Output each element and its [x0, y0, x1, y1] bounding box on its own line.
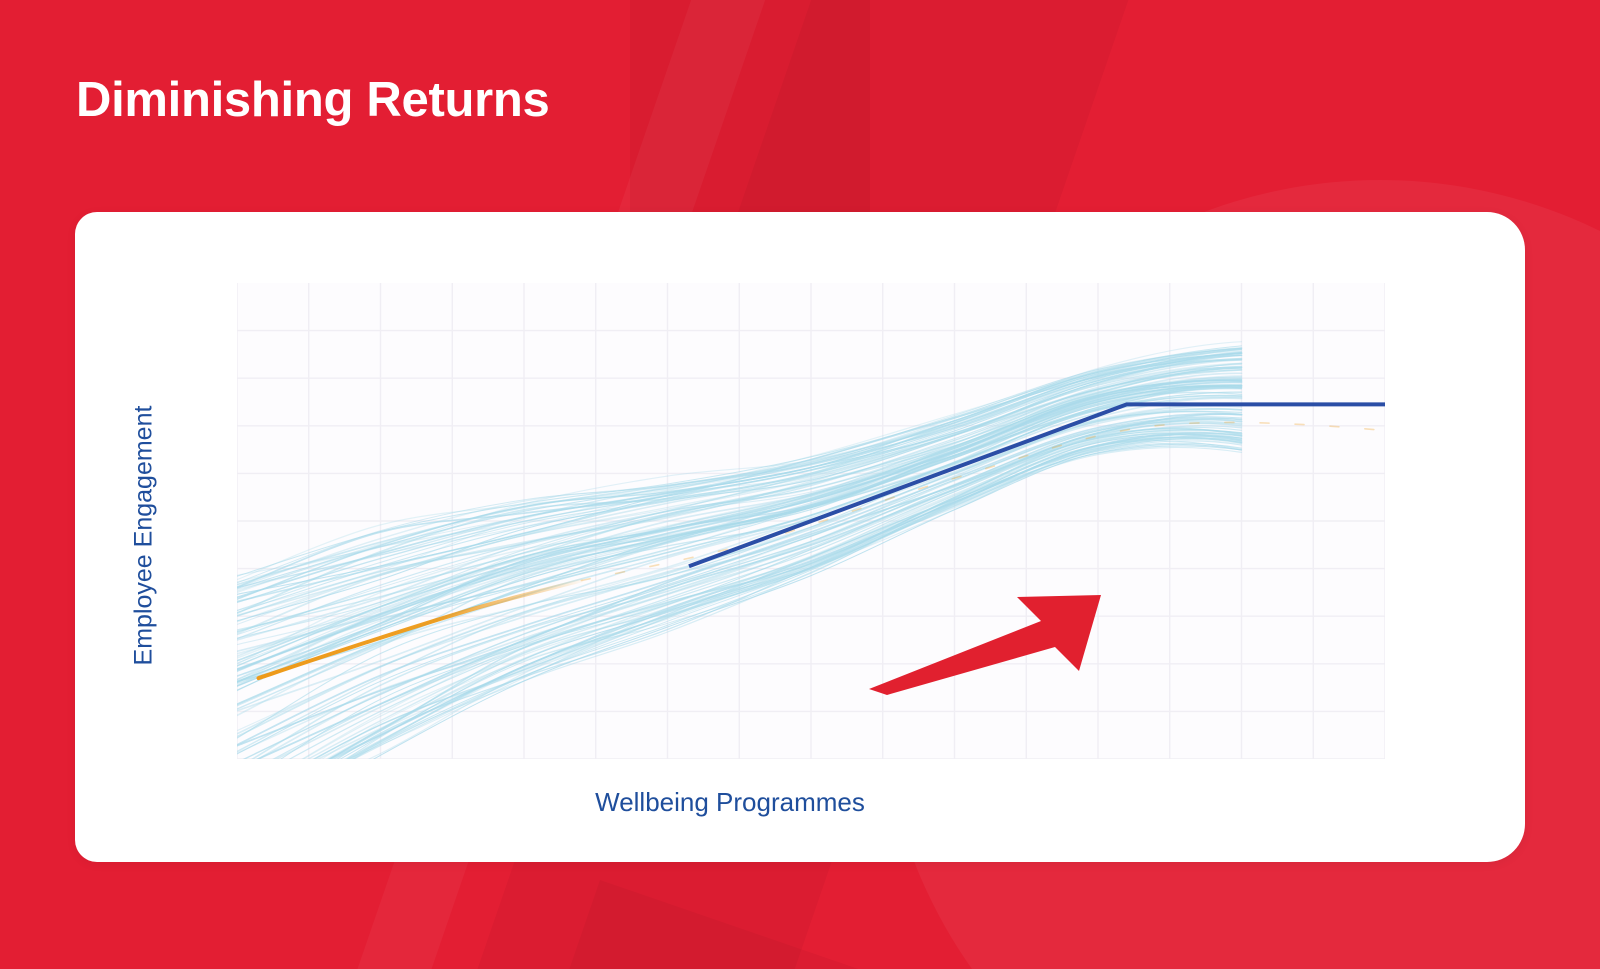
chart-y-axis-label: Employee Engagement: [129, 405, 158, 666]
chart-x-axis-label: Wellbeing Programmes: [595, 787, 865, 817]
chart-card: Employee Engagement: [75, 212, 1525, 862]
chart-plot-area: [237, 283, 1385, 759]
chart-figure: Employee Engagement: [75, 212, 1525, 862]
page-title: Diminishing Returns: [76, 73, 550, 127]
highlight-trajectory-line: [256, 421, 1385, 681]
fitted-trend-line: [688, 402, 1385, 569]
trajectory-bundle: [237, 341, 1243, 759]
